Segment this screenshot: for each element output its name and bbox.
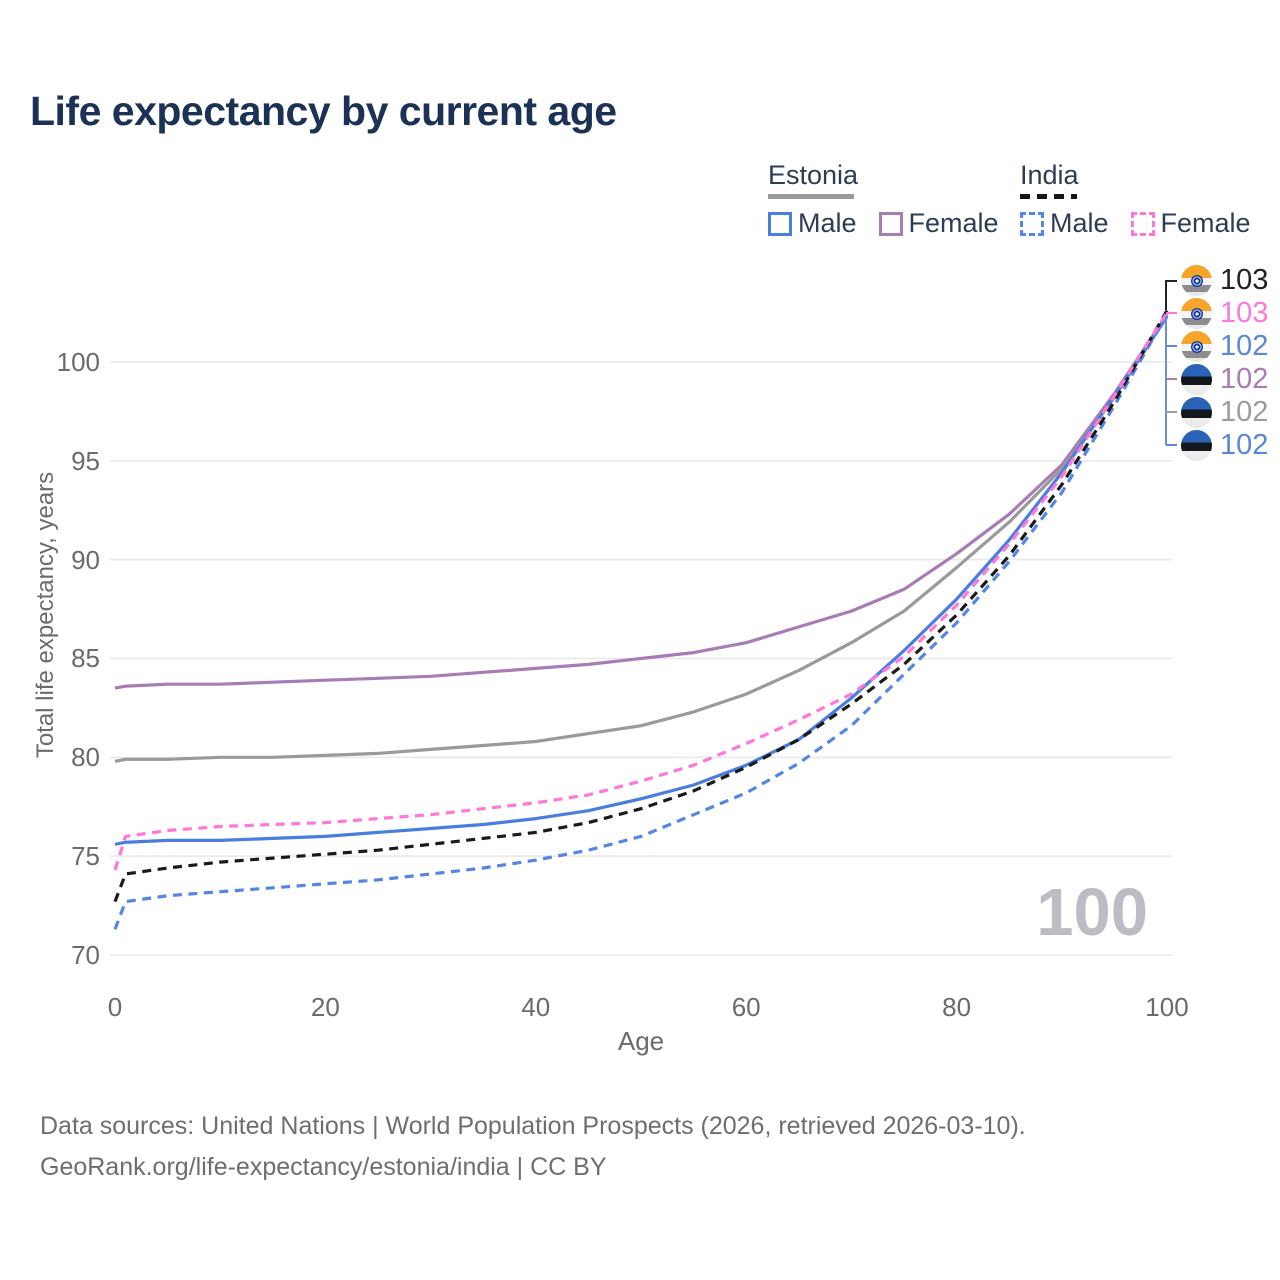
legend-item-label: Female (908, 208, 999, 238)
india-female-swatch-icon (1130, 211, 1155, 236)
footer-attribution-line: GeoRank.org/life-expectancy/estonia/indi… (40, 1153, 607, 1181)
x-tick-label-20: 20 (310, 992, 340, 1022)
end-label-row: 102 (1181, 429, 1268, 462)
india-male-swatch-icon (1020, 211, 1044, 236)
end-label-row: 102 (1181, 363, 1268, 396)
x-tick-label-80: 80 (942, 992, 972, 1022)
page-title: Life expectancy by current age (30, 88, 617, 134)
end-value-label: 102 (1220, 429, 1269, 461)
legend-item-india-female[interactable]: Female (1130, 208, 1251, 239)
estonia-female-swatch-icon (878, 211, 903, 236)
end-label-row: 102 (1181, 396, 1268, 429)
legend-group-india: India Male Female (1020, 160, 1251, 239)
legend-item-estonia-female[interactable]: Female (878, 208, 999, 239)
series-line-estonia-both-sexes[interactable] (114, 315, 1169, 763)
india-flag-icon (1181, 298, 1212, 329)
y-tick-label-70: 70 (71, 940, 100, 970)
estonia-flag-icon (1181, 397, 1212, 428)
legend-group-estonia: Estonia Male Female (768, 160, 999, 239)
age-watermark: 100 (1036, 875, 1148, 950)
series-line-india-female[interactable] (113, 311, 1169, 871)
footer: Data sources: United Nations | World Pop… (40, 1106, 1026, 1188)
end-label-row: 103 (1181, 264, 1268, 297)
estonia-male-swatch-icon (768, 211, 792, 236)
y-tick-label-80: 80 (71, 742, 100, 773)
estonia-flag-icon (1181, 364, 1212, 395)
end-label-row: 103 (1181, 297, 1268, 330)
estonia-line-style-sample (768, 194, 854, 199)
end-value-label: 103 (1220, 297, 1269, 329)
legend-country-label: India (1020, 160, 1079, 190)
end-label-row: 102 (1181, 330, 1268, 363)
x-axis-title: Age (617, 1026, 665, 1056)
india-flag-icon (1181, 265, 1212, 296)
legend-country-label: Estonia (768, 160, 859, 190)
x-tick-label-100: 100 (1145, 992, 1189, 1022)
x-tick-label-0: 0 (107, 992, 123, 1022)
india-line-style-sample (1020, 194, 1077, 199)
legend-item-estonia-male[interactable]: Male (768, 208, 857, 239)
end-value-label: 102 (1220, 363, 1269, 395)
legend-item-india-male[interactable]: Male (1020, 208, 1109, 239)
legend-item-label: Male (798, 208, 857, 238)
series-line-india-both-sexes[interactable] (113, 309, 1169, 903)
y-tick-label-75: 75 (71, 841, 100, 872)
footer-sources-line: Data sources: United Nations | World Pop… (40, 1112, 1026, 1140)
x-tick-label-60: 60 (731, 992, 761, 1022)
end-value-label: 103 (1220, 264, 1269, 296)
y-tick-label-90: 90 (71, 544, 100, 575)
end-value-label: 102 (1220, 396, 1269, 428)
x-tick-label-40: 40 (521, 992, 551, 1022)
y-tick-label-100: 100 (56, 346, 100, 377)
legend-item-label: Female (1160, 208, 1251, 238)
connector-segment (1165, 280, 1177, 310)
series-lines (113, 309, 1169, 930)
end-label-connectors (1165, 280, 1177, 446)
india-flag-icon (1181, 331, 1212, 362)
series-line-estonia-male[interactable] (114, 315, 1169, 846)
y-tick-label-85: 85 (71, 643, 100, 674)
legend-item-label: Male (1050, 208, 1109, 238)
y-tick-label-95: 95 (71, 445, 100, 476)
estonia-flag-icon (1181, 430, 1212, 461)
y-axis-title: Total life expectancy, years (32, 471, 59, 759)
end-value-label: 102 (1220, 330, 1269, 362)
series-line-estonia-female[interactable] (114, 313, 1169, 690)
